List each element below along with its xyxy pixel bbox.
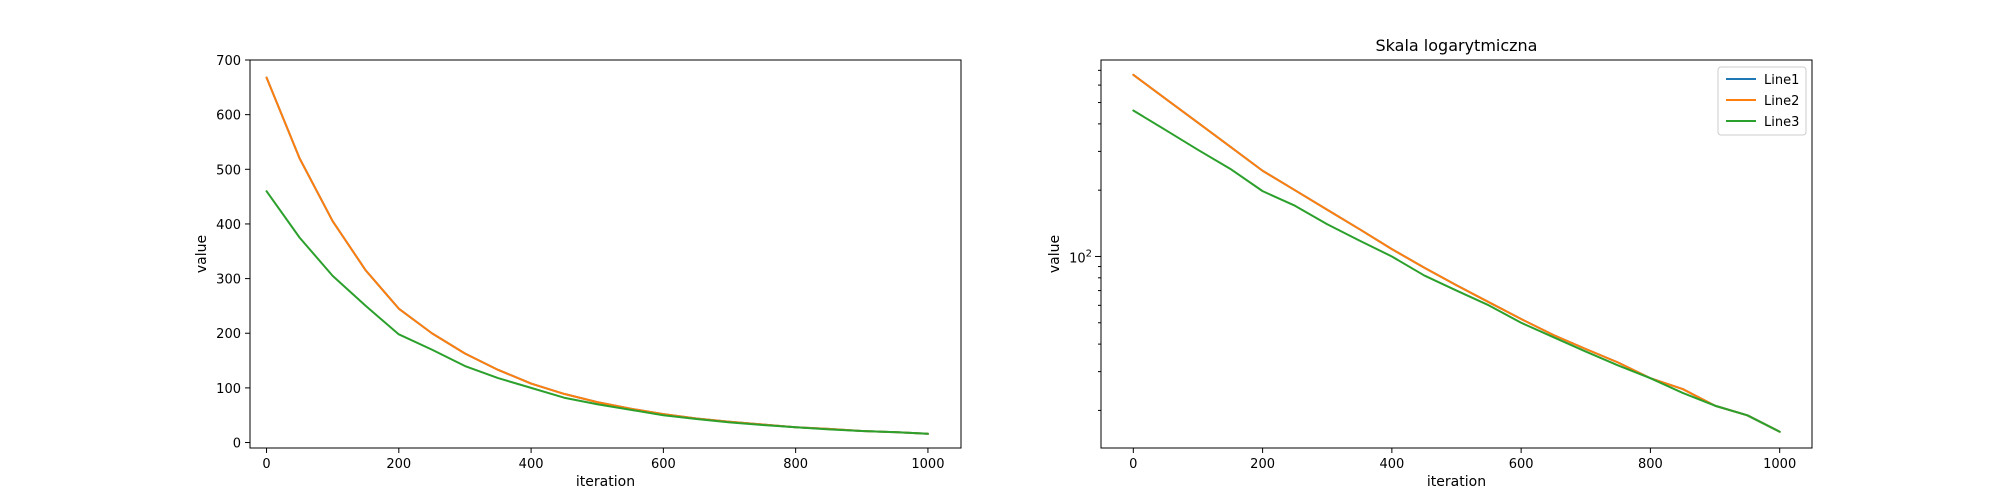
legend: Line1 Line2 Line3 <box>1717 66 1807 136</box>
linear-y-tick-label: 100 <box>216 382 241 397</box>
log-x-tick-label: 800 <box>1638 457 1663 472</box>
linear-x-axis-label: iteration <box>576 474 635 490</box>
linear-y-tick-label: 400 <box>216 218 241 233</box>
linear-y-tick-label: 200 <box>216 327 241 342</box>
linear-y-axis-label: value <box>194 235 210 273</box>
log-x-tick-label: 200 <box>1250 457 1275 472</box>
log-y-axis-label: value <box>1047 235 1063 273</box>
log-x-tick-label: 400 <box>1379 457 1404 472</box>
log-x-tick-label: 0 <box>1129 457 1137 472</box>
legend-box <box>1717 66 1807 136</box>
linear-y-tick-label: 700 <box>216 54 241 69</box>
log-series-line3 <box>1132 109 1781 433</box>
linear-y-ticks: 0 100 200 300 400 500 600 700 <box>216 54 250 452</box>
log-series-line2 <box>1132 73 1781 433</box>
linear-x-tick-label: 400 <box>519 457 544 472</box>
legend-label-line1: Line1 <box>1764 73 1799 88</box>
linear-plot-frame <box>249 59 962 449</box>
linear-x-tick-label: 0 <box>262 457 270 472</box>
linear-series-line3 <box>265 190 929 435</box>
log-plot-frame <box>1100 59 1813 449</box>
linear-x-tick-label: 200 <box>386 457 411 472</box>
log-x-axis-label: iteration <box>1427 474 1486 490</box>
linear-series-group <box>265 76 929 435</box>
linear-y-tick-label: 500 <box>216 163 241 178</box>
linear-x-tick-label: 800 <box>783 457 808 472</box>
linear-x-ticks: 0 200 400 600 800 1000 <box>262 448 944 472</box>
log-x-tick-label: 600 <box>1509 457 1534 472</box>
log-x-ticks: 0 200 400 600 800 1000 <box>1129 448 1796 472</box>
linear-y-tick-label: 300 <box>216 273 241 288</box>
linear-chart: 0 200 400 600 800 1000 0 100 200 300 400 500 600 700… <box>194 54 962 490</box>
log-chart: 0 200 400 600 800 1000 102 Skala logarytmiczn… <box>1047 36 1813 490</box>
linear-x-tick-label: 1000 <box>911 457 944 472</box>
log-chart-title: Skala logarytmiczna <box>1376 36 1538 55</box>
log-series-group <box>1132 73 1781 433</box>
linear-x-tick-label: 600 <box>651 457 676 472</box>
legend-label-line2: Line2 <box>1764 94 1799 109</box>
linear-y-tick-label: 600 <box>216 109 241 124</box>
linear-y-tick-label: 0 <box>233 437 241 452</box>
legend-label-line3: Line3 <box>1764 115 1799 130</box>
log-x-tick-label: 1000 <box>1763 457 1796 472</box>
